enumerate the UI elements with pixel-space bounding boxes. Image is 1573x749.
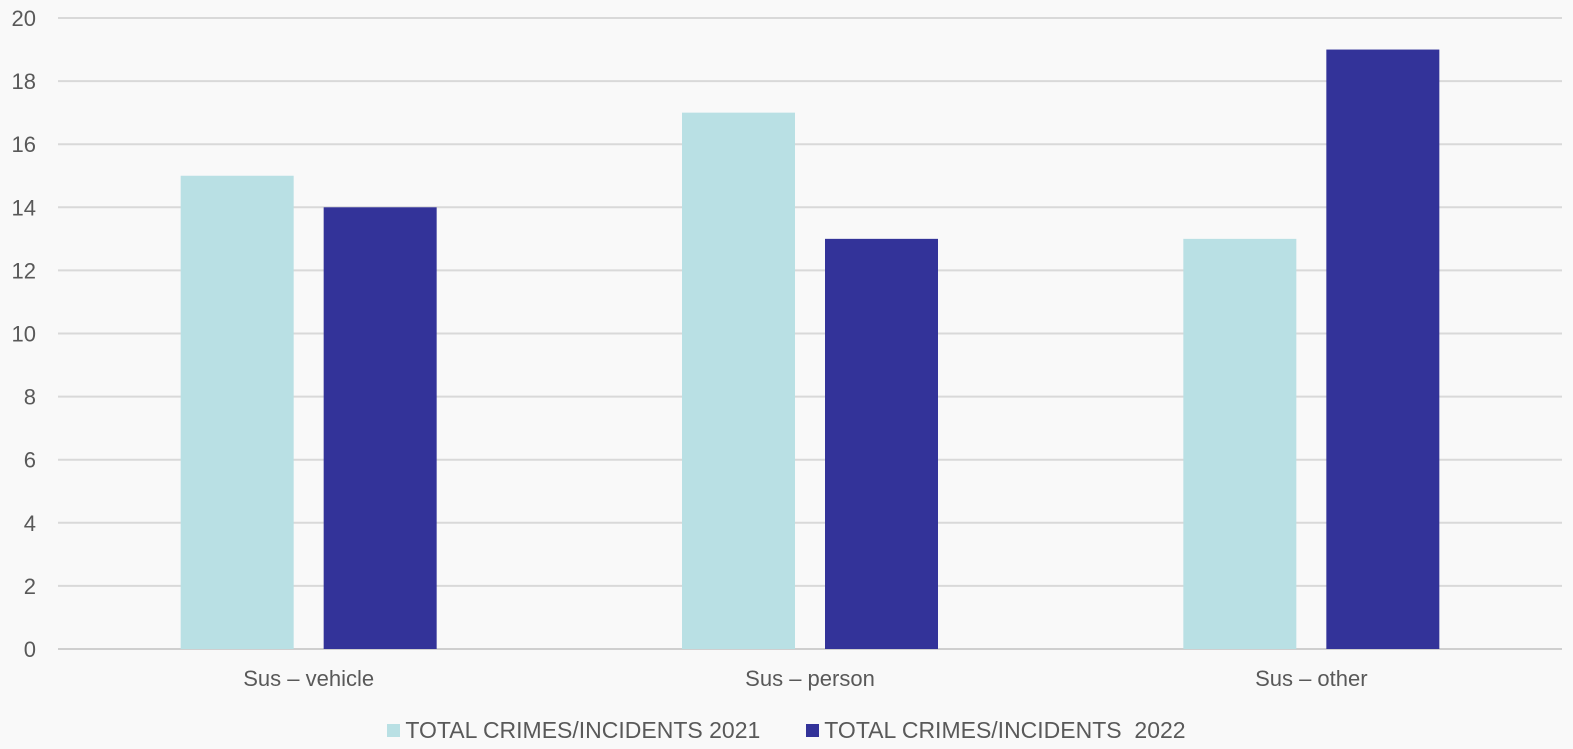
y-tick-label: 18 (12, 69, 36, 94)
y-tick-label: 14 (12, 195, 36, 220)
legend-item-2022: TOTAL CRIMES/INCIDENTS 2022 (806, 716, 1186, 744)
y-tick-label: 12 (12, 258, 36, 283)
x-tick-label: Sus – vehicle (243, 666, 374, 691)
bar (1326, 49, 1440, 650)
y-tick-label: 16 (12, 132, 36, 157)
x-tick-label: Sus – other (1255, 666, 1368, 691)
y-tick-label: 2 (24, 574, 36, 599)
y-tick-label: 6 (24, 448, 36, 473)
legend-label-2021: TOTAL CRIMES/INCIDENTS 2021 (405, 716, 761, 743)
bar (180, 175, 294, 649)
legend-swatch-2022 (806, 723, 820, 737)
bar (323, 207, 437, 650)
bar (682, 112, 795, 649)
y-tick-label: 10 (12, 322, 36, 347)
y-tick-label: 8 (24, 385, 36, 410)
y-tick-label: 0 (24, 637, 36, 662)
x-tick-label: Sus – person (745, 666, 875, 691)
legend-swatch-2021 (387, 723, 401, 737)
bar (825, 238, 938, 649)
chart-legend: TOTAL CRIMES/INCIDENTS 2021 TOTAL CRIMES… (0, 716, 1573, 744)
y-tick-label: 4 (24, 511, 36, 536)
bar (1183, 238, 1297, 649)
legend-item-2021: TOTAL CRIMES/INCIDENTS 2021 (387, 717, 760, 744)
y-tick-label: 20 (12, 6, 36, 31)
legend-label-2022: TOTAL CRIMES/INCIDENTS 2022 (824, 716, 1186, 743)
